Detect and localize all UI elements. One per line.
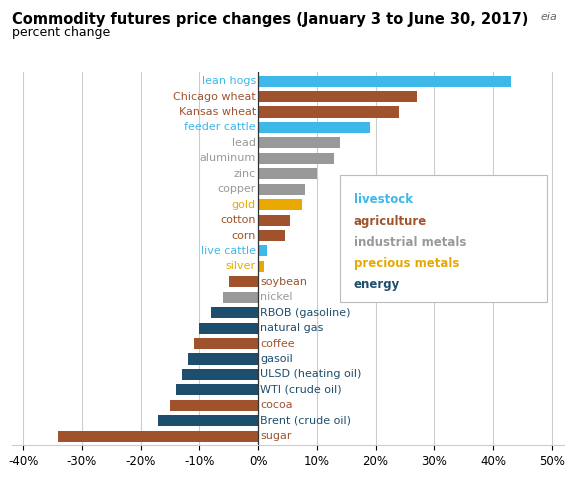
- Bar: [258, 91, 417, 102]
- Text: soybean: soybean: [260, 277, 308, 287]
- Text: Brent (crude oil): Brent (crude oil): [260, 416, 351, 426]
- Text: copper: copper: [217, 184, 256, 194]
- Bar: [194, 338, 258, 349]
- Text: Commodity futures price changes (January 3 to June 30, 2017): Commodity futures price changes (January…: [12, 12, 528, 27]
- Text: nickel: nickel: [260, 292, 293, 302]
- Text: aluminum: aluminum: [200, 153, 256, 163]
- FancyBboxPatch shape: [340, 175, 547, 302]
- Bar: [258, 137, 340, 148]
- Text: industrial metals: industrial metals: [354, 236, 466, 249]
- Bar: [211, 307, 258, 318]
- Bar: [258, 183, 305, 195]
- Text: cotton: cotton: [220, 215, 256, 225]
- Bar: [182, 369, 258, 380]
- Text: RBOB (gasoline): RBOB (gasoline): [260, 308, 351, 318]
- Text: eia: eia: [541, 12, 558, 22]
- Bar: [59, 431, 258, 442]
- Text: ULSD (heating oil): ULSD (heating oil): [260, 369, 362, 379]
- Text: lean hogs: lean hogs: [202, 76, 256, 86]
- Text: Chicago wheat: Chicago wheat: [173, 91, 256, 102]
- Text: WTI (crude oil): WTI (crude oil): [260, 385, 342, 395]
- Bar: [176, 384, 258, 396]
- Text: lead: lead: [232, 138, 256, 148]
- Text: feeder cattle: feeder cattle: [184, 123, 256, 132]
- Bar: [170, 400, 258, 411]
- Bar: [258, 245, 267, 256]
- Text: live cattle: live cattle: [201, 246, 256, 256]
- Bar: [258, 168, 317, 179]
- Text: gasoil: gasoil: [260, 354, 293, 364]
- Bar: [158, 415, 258, 426]
- Bar: [258, 106, 399, 117]
- Bar: [200, 322, 258, 334]
- Bar: [258, 122, 370, 133]
- Text: corn: corn: [231, 230, 256, 240]
- Text: zinc: zinc: [233, 169, 256, 179]
- Bar: [258, 215, 290, 226]
- Bar: [258, 199, 302, 210]
- Bar: [258, 76, 511, 87]
- Text: precious metals: precious metals: [354, 257, 459, 270]
- Text: coffee: coffee: [260, 339, 295, 349]
- Text: silver: silver: [225, 262, 256, 272]
- Bar: [229, 276, 258, 287]
- Text: natural gas: natural gas: [260, 323, 324, 333]
- Text: sugar: sugar: [260, 431, 292, 441]
- Text: percent change: percent change: [12, 26, 110, 39]
- Bar: [187, 354, 258, 365]
- Bar: [258, 230, 285, 241]
- Text: cocoa: cocoa: [260, 400, 293, 411]
- Text: Kansas wheat: Kansas wheat: [179, 107, 256, 117]
- Bar: [258, 261, 264, 272]
- Bar: [258, 153, 335, 164]
- Text: energy: energy: [354, 278, 400, 291]
- Text: gold: gold: [232, 200, 256, 210]
- Text: livestock: livestock: [354, 193, 413, 206]
- Bar: [223, 292, 258, 303]
- Text: agriculture: agriculture: [354, 215, 427, 228]
